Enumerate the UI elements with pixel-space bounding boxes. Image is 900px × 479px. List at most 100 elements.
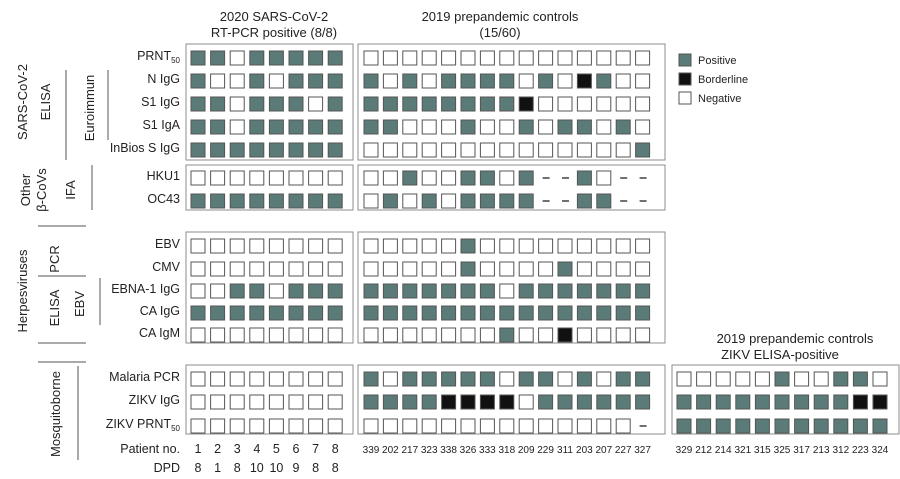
cell-negative bbox=[327, 261, 343, 277]
cell-positive bbox=[696, 418, 712, 434]
row-label-zikv-igg: ZIKV IgG bbox=[129, 393, 180, 407]
cell-negative bbox=[190, 261, 206, 277]
cell-positive bbox=[833, 418, 849, 434]
cell-positive bbox=[479, 371, 495, 387]
cell-negative bbox=[268, 261, 284, 277]
cell-positive bbox=[441, 96, 457, 112]
cell-positive bbox=[308, 50, 324, 66]
cell-negative bbox=[499, 418, 515, 434]
section-ifa: IFA bbox=[63, 180, 78, 200]
cell-negative bbox=[308, 238, 324, 254]
cell-negative bbox=[308, 394, 324, 410]
cell-negative bbox=[441, 238, 457, 254]
cell-positive bbox=[479, 170, 495, 186]
cell-negative bbox=[402, 119, 418, 135]
cell-positive bbox=[327, 193, 343, 209]
cell-negative bbox=[268, 170, 284, 186]
row-label-s1-iga: S1 IgA bbox=[142, 118, 180, 132]
cell-negative bbox=[538, 261, 554, 277]
cell-positive bbox=[402, 371, 418, 387]
cell-positive bbox=[754, 418, 770, 434]
cell-positive bbox=[460, 119, 476, 135]
section-pcr: PCR bbox=[47, 245, 62, 272]
cell-negative bbox=[363, 170, 379, 186]
patient-number: 223 bbox=[852, 445, 869, 456]
cell-positive bbox=[460, 73, 476, 89]
cell-positive bbox=[813, 394, 829, 410]
cell-negative bbox=[518, 142, 534, 158]
cell-negative bbox=[327, 327, 343, 343]
cell-negative bbox=[441, 327, 457, 343]
cell-negative bbox=[421, 170, 437, 186]
cell-positive bbox=[635, 283, 651, 299]
cell-negative bbox=[268, 394, 284, 410]
cell-negative bbox=[229, 394, 245, 410]
cell-positive bbox=[441, 305, 457, 321]
cell-negative bbox=[557, 371, 573, 387]
section-sars-cov-2: SARS-CoV-2 bbox=[15, 64, 30, 140]
cell-positive bbox=[538, 394, 554, 410]
cell-positive bbox=[635, 142, 651, 158]
dpd-value: 9 bbox=[293, 461, 300, 475]
cell-positive bbox=[249, 96, 265, 112]
cell-positive bbox=[288, 193, 304, 209]
cell-positive bbox=[774, 371, 790, 387]
cell-positive bbox=[249, 119, 265, 135]
cell-positive bbox=[190, 96, 206, 112]
cell-negative bbox=[229, 73, 245, 89]
cell-negative bbox=[363, 50, 379, 66]
cell-negative bbox=[596, 261, 612, 277]
cell-negative bbox=[460, 327, 476, 343]
cell-negative bbox=[229, 96, 245, 112]
cell-positive bbox=[229, 305, 245, 321]
cell-positive bbox=[499, 73, 515, 89]
cell-negative bbox=[441, 50, 457, 66]
cell-positive bbox=[327, 119, 343, 135]
cell-negative bbox=[635, 238, 651, 254]
cell-positive bbox=[308, 283, 324, 299]
patient-number: 8 bbox=[332, 442, 339, 456]
cell-positive bbox=[833, 371, 849, 387]
cell-positive bbox=[518, 119, 534, 135]
cell-negative bbox=[363, 238, 379, 254]
patient-number: 209 bbox=[518, 445, 535, 456]
cell-positive bbox=[382, 193, 398, 209]
cell-negative bbox=[499, 142, 515, 158]
cell-positive bbox=[460, 283, 476, 299]
cell-negative bbox=[479, 261, 495, 277]
cell-negative bbox=[441, 170, 457, 186]
cell-positive bbox=[852, 371, 868, 387]
panel-g2-mosquito bbox=[357, 364, 666, 435]
legend-swatch-borderline bbox=[678, 72, 692, 86]
cell-positive bbox=[402, 394, 418, 410]
cell-positive bbox=[676, 418, 692, 434]
cell-positive bbox=[363, 119, 379, 135]
cell-positive bbox=[327, 142, 343, 158]
cell-positive bbox=[363, 394, 379, 410]
cell-negative bbox=[615, 238, 631, 254]
cell-negative bbox=[518, 73, 534, 89]
cell-negative bbox=[576, 327, 592, 343]
cell-negative bbox=[308, 327, 324, 343]
patient-number: 321 bbox=[734, 445, 751, 456]
cell-negative bbox=[288, 170, 304, 186]
row-label-cmv: CMV bbox=[152, 260, 180, 274]
cell-positive bbox=[382, 119, 398, 135]
row-label-ebv: EBV bbox=[155, 237, 181, 251]
cell-negative bbox=[190, 170, 206, 186]
cell-positive bbox=[696, 394, 712, 410]
cell-positive bbox=[615, 394, 631, 410]
cell-negative bbox=[557, 142, 573, 158]
cell-negative bbox=[635, 50, 651, 66]
cell-negative bbox=[499, 283, 515, 299]
cell-positive bbox=[460, 193, 476, 209]
cell-negative bbox=[249, 170, 265, 186]
cell-negative bbox=[190, 238, 206, 254]
cell-negative bbox=[363, 327, 379, 343]
cell-negative bbox=[249, 394, 265, 410]
cell-positive bbox=[635, 371, 651, 387]
cell-negative bbox=[596, 371, 612, 387]
cell-positive bbox=[190, 119, 206, 135]
section-ebv: EBV bbox=[72, 291, 87, 317]
cell-negative bbox=[518, 327, 534, 343]
